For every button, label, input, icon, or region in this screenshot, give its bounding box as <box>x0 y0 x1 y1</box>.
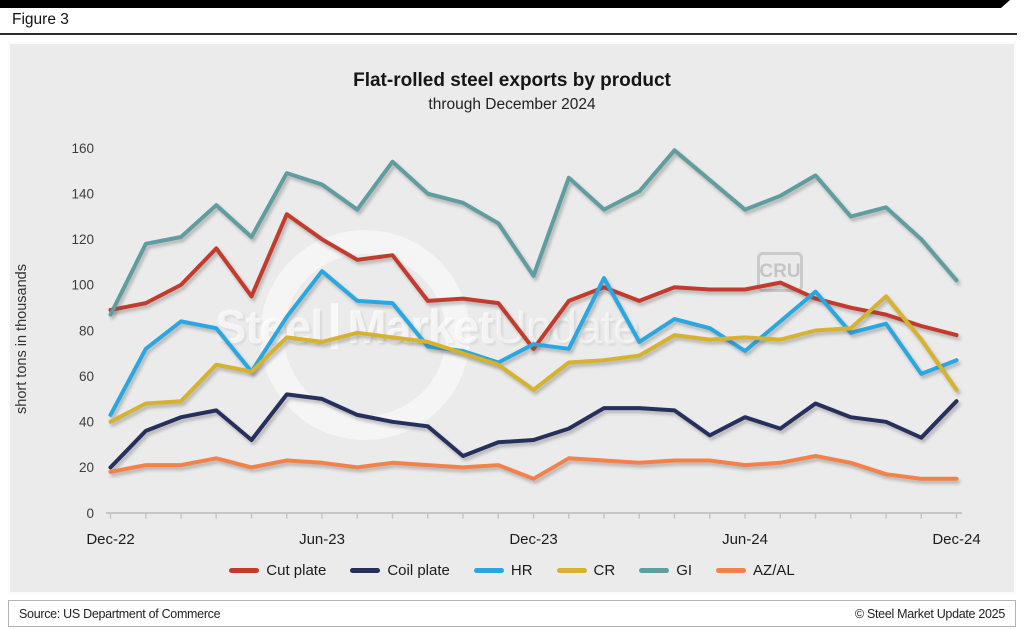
footer-bar: Source: US Department of Commerce © Stee… <box>8 600 1016 627</box>
legend-swatch <box>716 568 747 573</box>
legend-swatch <box>556 568 587 573</box>
y-tick-label: 120 <box>71 232 94 247</box>
x-tick-label: Jun-24 <box>722 531 768 548</box>
legend-item-coil-plate: Coil plate <box>350 562 450 579</box>
y-tick-label: 60 <box>79 369 94 384</box>
watermark-separator-bar <box>331 303 339 349</box>
legend-label: AZ/AL <box>753 562 795 579</box>
x-tick-label: Dec-23 <box>509 531 557 548</box>
y-tick-label: 40 <box>79 415 94 430</box>
legend-swatch <box>350 568 381 573</box>
y-tick-label: 160 <box>71 141 94 156</box>
line-hr <box>108 269 959 417</box>
source-text: Source: US Department of Commerce <box>19 606 221 621</box>
legend-label: GI <box>676 562 693 579</box>
legend-item-cut-plate: Cut plate <box>229 562 326 579</box>
figure-label: Figure 3 <box>12 11 69 28</box>
line-coil-plate <box>108 392 959 470</box>
line-cr <box>108 294 959 424</box>
legend-label: CR <box>593 562 616 579</box>
y-tick-label: 140 <box>71 186 94 201</box>
x-tick-label: Jun-23 <box>299 531 345 548</box>
x-tick-label: Dec-24 <box>932 531 980 548</box>
legend-label: Cut plate <box>266 562 327 579</box>
chart-panel: Steel MarketUpdate CRU Flat-rolled steel … <box>8 42 1016 594</box>
y-tick-label: 100 <box>71 278 94 293</box>
watermark-market: Market <box>347 300 494 353</box>
legend-item-gi: GI <box>639 562 692 579</box>
chart-title: Flat-rolled steel exports by product <box>353 70 671 91</box>
legend-swatch <box>229 568 260 573</box>
legend-item-cr: CR <box>556 562 616 579</box>
legend-swatch <box>473 568 504 573</box>
line-gi <box>108 148 959 317</box>
y-tick-label: 80 <box>79 323 94 338</box>
legend-item-az-al: AZ/AL <box>716 562 795 579</box>
line-az-al <box>108 454 959 481</box>
line-cut-plate <box>108 212 959 351</box>
copyright-text: © Steel Market Update 2025 <box>854 606 1005 621</box>
y-tick-label: 20 <box>79 460 94 475</box>
legend-swatch <box>639 568 670 573</box>
line-chart: 0 20 40 60 80 100 120 140 160 Dec-22 Jun-23 Dec-23 J… <box>14 141 981 548</box>
legend-item-hr: HR <box>473 562 533 579</box>
y-axis-title: short tons in thousands <box>14 264 30 414</box>
legend-label: HR <box>510 562 533 579</box>
cru-logo: CRU <box>757 252 803 292</box>
legend: Cut plate Coil plate HR CR GI AZ/AL <box>10 562 1014 579</box>
top-black-banner <box>0 0 1010 8</box>
legend-label: Coil plate <box>387 562 450 579</box>
x-tick-label: Dec-22 <box>86 531 134 548</box>
y-tick-label: 0 <box>86 506 94 521</box>
chart-subtitle: through December 2024 <box>428 96 596 113</box>
figure-rule <box>0 33 1017 35</box>
